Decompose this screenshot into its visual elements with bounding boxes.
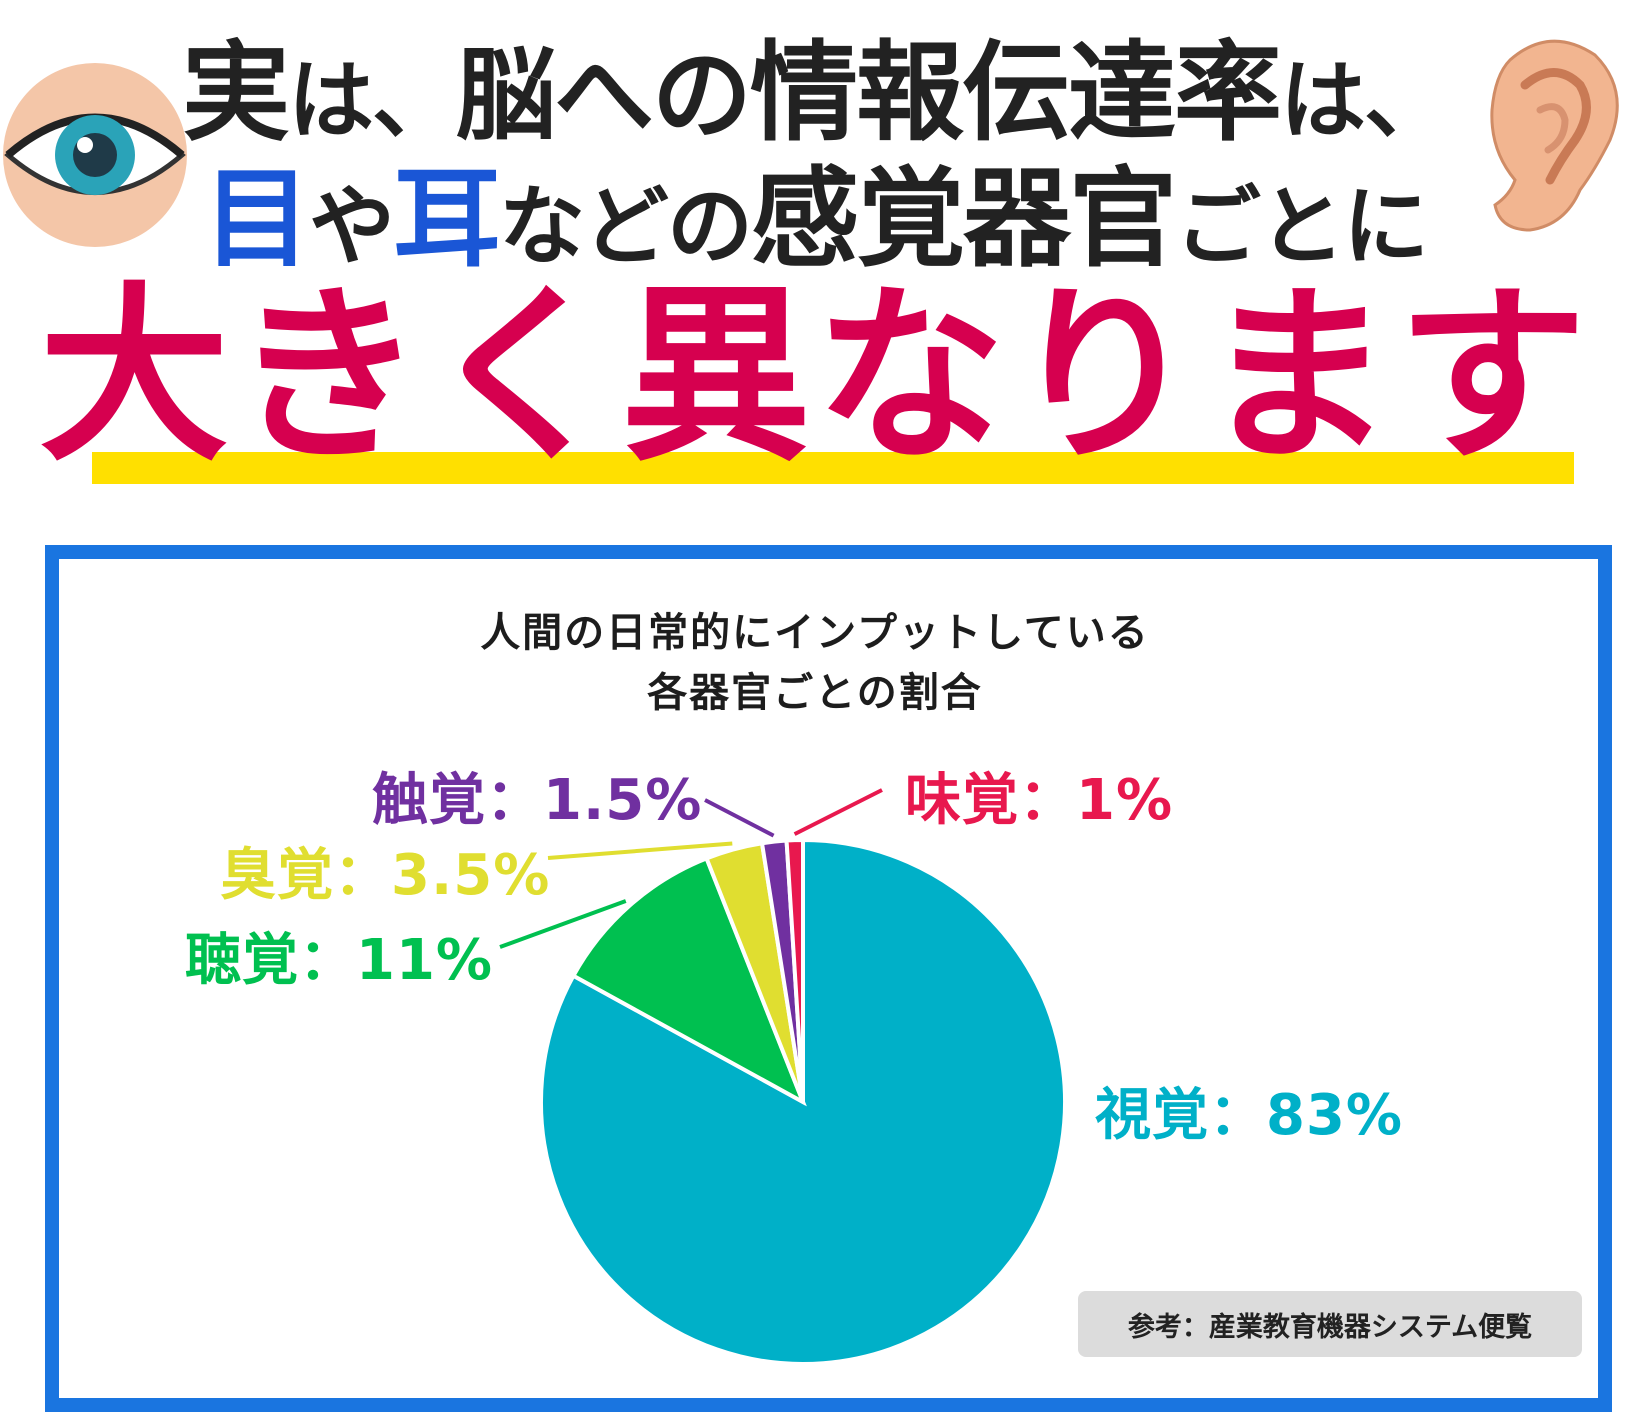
headline-segment: 脳への — [456, 37, 752, 154]
leader-line — [704, 798, 775, 838]
slice-label-smell: 臭覚：3.5% — [220, 843, 551, 908]
leader-line — [499, 899, 627, 949]
headline-segment: 感覚器官 — [751, 157, 1177, 282]
leader-line — [793, 788, 883, 836]
pie-slice-hearing — [570, 855, 807, 1107]
slice-label-touch: 触覚：1.5% — [372, 768, 703, 833]
headline-segment: などの — [499, 177, 753, 277]
headline-line-2: 目や耳などの感覚器官ごとに — [0, 132, 1630, 288]
source-note: 参考：産業教育機器システム便覧 — [1078, 1291, 1582, 1357]
pie-slice-vision — [539, 837, 1067, 1366]
slice-label-taste: 味覚：1% — [905, 768, 1174, 833]
pie-slice-taste — [784, 837, 805, 1103]
headline-segment: や — [308, 177, 395, 277]
headline-segment: 実 — [181, 31, 290, 156]
leader-line — [547, 841, 733, 860]
headline-segment: は、 — [1280, 51, 1450, 151]
slice-label-hearing: 聴覚：11% — [185, 928, 494, 993]
headline-ear-word: 耳 — [392, 157, 501, 282]
headline-segment: は、 — [288, 51, 458, 151]
chart-title-line-2: 各器官ごとの割合 — [647, 670, 983, 716]
headline-eye-word: 目 — [202, 157, 311, 282]
ear-icon — [1490, 39, 1619, 232]
headline-underline — [92, 452, 1574, 484]
headline-emphasis: 大きく異なります — [38, 266, 1591, 487]
headline-line-1: 実は、脳への情報伝達率は、 — [0, 6, 1630, 162]
slice-label-vision: 視覚：83% — [1095, 1083, 1404, 1148]
eye-icon — [3, 63, 187, 247]
chart-title-line-1: 人間の日常的にインプットしている — [480, 610, 1150, 656]
headline-segment: ごとに — [1175, 177, 1429, 277]
headline-segment: 情報伝達率 — [750, 31, 1282, 156]
